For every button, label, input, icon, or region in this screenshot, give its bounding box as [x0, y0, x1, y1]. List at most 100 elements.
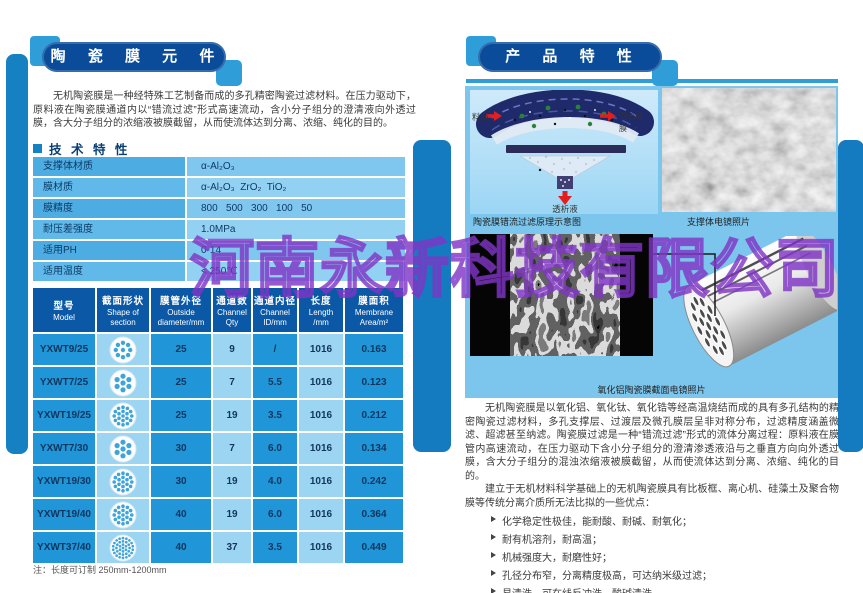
header-en: Outside diameter/mm	[157, 308, 205, 327]
membrane-bar	[506, 145, 626, 153]
left-page-title: 陶 瓷 膜 元 件	[42, 42, 226, 72]
spec-value: α-Al₂O₃	[187, 157, 405, 176]
left-header-badge: 陶 瓷 膜 元 件	[30, 36, 242, 86]
model-cell-length: 1016	[299, 334, 343, 365]
spec-label: 适用温度	[33, 262, 185, 281]
feature-text-block: 无机陶瓷膜是以氧化铝、氧化钛、氧化锆等经高温烧结而成的具有多孔结构的精密陶瓷过滤…	[465, 402, 839, 593]
spec-table: 支撑体材质 α-Al₂O₃ 膜材质 α-Al₂O₃ ZrO₂ TiO₂ 膜精度 …	[33, 157, 405, 283]
header-en: Channel ID/mm	[260, 308, 290, 327]
header-zh: 膜面积	[358, 296, 390, 308]
spec-label: 膜精度	[33, 199, 185, 218]
square-bullet-icon	[33, 144, 42, 153]
right-header-badge: 产 品 特 性	[466, 36, 678, 86]
header-zh: 截面形状	[101, 296, 144, 308]
model-cell-area: 0.364	[345, 499, 403, 530]
model-cell-id: 6.0	[253, 499, 297, 530]
diagram-caption: 陶瓷膜错流过滤原理示意图	[473, 217, 582, 227]
model-table-header: 膜面积 Membrane Area/m²	[345, 288, 403, 332]
arrow-bullet-icon	[491, 552, 496, 558]
model-cell-qty: 19	[213, 400, 251, 431]
model-table: 型号 Model 截面形状 Shape of section 膜管外径 Outs…	[33, 288, 405, 563]
arrow-bullet-icon	[491, 588, 496, 593]
cross-section-caption: 氧化铝陶瓷膜截面电镜照片	[597, 385, 706, 395]
model-cell-model: YXWT37/40	[33, 532, 95, 563]
model-cell-od: 25	[151, 400, 211, 431]
feature-bullet-text: 耐有机溶剂，耐高温；	[502, 535, 602, 546]
spec-row: 膜材质 α-Al₂O₃ ZrO₂ TiO₂	[33, 178, 405, 197]
feature-paragraph-1: 无机陶瓷膜是以氧化铝、氧化钛、氧化锆等经高温烧结而成的具有多孔结构的精密陶瓷过滤…	[465, 403, 839, 482]
header-zh: 长度	[310, 296, 332, 308]
reflux-label: 回流液	[619, 111, 643, 121]
shape-of-section-icon	[97, 532, 149, 563]
spec-value: α-Al₂O₃ ZrO₂ TiO₂	[187, 178, 405, 197]
model-cell-qty: 19	[213, 466, 251, 497]
feature-bullet-list: 化学稳定性极佳，能耐酸、耐碱、耐氧化； 耐有机溶剂，耐高温； 机械强度大，耐磨性…	[465, 513, 839, 593]
feature-bullet-text: 机械强度大，耐磨性好；	[502, 553, 612, 564]
model-table-header: 通道数 Channel Qty	[213, 288, 251, 332]
header-zh: 膜管外径	[159, 296, 202, 308]
model-table-header: 通道内径 Channel ID/mm	[253, 288, 297, 332]
feature-bullet: 耐有机溶剂，耐高温；	[491, 531, 839, 546]
model-cell-length: 1016	[299, 532, 343, 563]
support-sem-photo	[662, 88, 836, 212]
model-cell-id: 6.0	[253, 433, 297, 464]
spec-value: 0-14	[187, 241, 405, 260]
model-cell-model: YXWT19/25	[33, 400, 95, 431]
feature-bullet: 化学稳定性极佳，能耐酸、耐碱、耐氧化；	[491, 513, 839, 528]
header-en: Channel Qty	[217, 308, 247, 327]
spec-row: 膜精度 800 500 300 100 50	[33, 199, 405, 218]
model-cell-id: 3.5	[253, 532, 297, 563]
spec-label: 支撑体材质	[33, 157, 185, 176]
particle-dots	[513, 104, 614, 129]
spec-row: 适用温度 < 250℃	[33, 262, 405, 281]
sem-caption: 支撑体电镜照片	[687, 217, 751, 227]
shape-of-section-icon	[97, 334, 149, 365]
feed-label: 料液	[472, 112, 490, 122]
model-cell-id: 3.5	[253, 400, 297, 431]
shape-of-section-icon	[97, 367, 149, 398]
model-cell-id: /	[253, 334, 297, 365]
image-panel: 料液 回流液 膜 透析液 陶	[465, 86, 838, 398]
shape-of-section-icon	[97, 400, 149, 431]
arrow-bullet-icon	[491, 534, 496, 540]
model-cell-od: 40	[151, 532, 211, 563]
spec-section-title: 技 术 特 性	[49, 143, 131, 157]
header-en: Membrane Area/m²	[354, 308, 394, 327]
shape-of-section-icon	[97, 433, 149, 464]
model-cell-qty: 37	[213, 532, 251, 563]
model-cell-model: YXWT9/25	[33, 334, 95, 365]
feature-bullet: 机械强度大，耐磨性好；	[491, 549, 839, 564]
model-table-header: 截面形状 Shape of section	[97, 288, 149, 332]
model-cell-model: YXWT7/25	[33, 367, 95, 398]
model-cell-area: 0.163	[345, 334, 403, 365]
feature-bullet: 易清洗，可在线反冲洗，酸碱清洗。	[491, 585, 839, 593]
permeate-label: 透析液	[552, 204, 578, 214]
model-cell-id: 5.5	[253, 367, 297, 398]
model-cell-area: 0.449	[345, 532, 403, 563]
model-table-header: 膜管外径 Outside diameter/mm	[151, 288, 211, 332]
intro-paragraph: 无机陶瓷膜是一种经特殊工艺制备而成的多孔精密陶瓷过滤材料。在压力驱动下，原料液在…	[33, 91, 416, 129]
spec-value: 1.0MPa	[187, 220, 405, 239]
feature-bullet-text: 化学稳定性极佳，能耐酸、耐碱、耐氧化；	[502, 517, 692, 528]
right-accent-bar	[838, 140, 863, 452]
model-cell-qty: 7	[213, 433, 251, 464]
crossflow-diagram: 料液 回流液 膜 透析液	[470, 90, 658, 214]
right-page-title: 产 品 特 性	[478, 42, 662, 72]
header-zh: 型号	[53, 300, 75, 312]
arrow-bullet-icon	[491, 516, 496, 522]
spec-row: 耐压差强度 1.0MPa	[33, 220, 405, 239]
feature-bullet: 孔径分布窄，分离精度极高，可达纳米级过滤；	[491, 567, 839, 582]
spec-label: 膜材质	[33, 178, 185, 197]
header-en: Shape of section	[106, 308, 140, 327]
feature-bullet-text: 易清洗，可在线反冲洗，酸碱清洗。	[502, 585, 662, 593]
model-cell-od: 25	[151, 334, 211, 365]
feature-bullet-text: 孔径分布窄，分离精度极高，可达纳米级过滤；	[502, 571, 712, 582]
spec-label: 适用PH	[33, 241, 185, 260]
membrane-tube-render	[683, 236, 837, 368]
model-cell-area: 0.212	[345, 400, 403, 431]
center-accent-bar	[413, 140, 451, 452]
model-cell-area: 0.134	[345, 433, 403, 464]
arrow-bullet-icon	[491, 570, 496, 576]
spec-row: 适用PH 0-14	[33, 241, 405, 260]
model-cell-od: 30	[151, 433, 211, 464]
